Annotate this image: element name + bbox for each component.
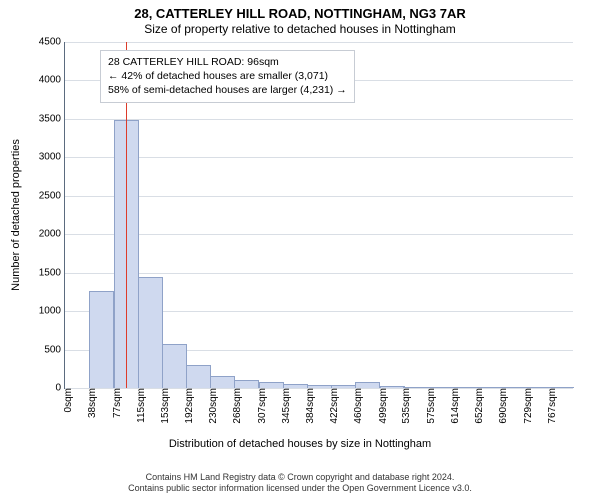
histogram-bar	[210, 376, 235, 388]
x-tick-label: 652sqm	[472, 388, 485, 424]
x-tick-label: 77sqm	[110, 388, 123, 418]
chart-footer: Contains HM Land Registry data © Crown c…	[0, 472, 600, 495]
annotation-line-size: 28 CATTERLEY HILL ROAD: 96sqm	[108, 55, 347, 69]
y-gridline	[65, 196, 573, 197]
y-tick-label: 2500	[39, 190, 65, 201]
y-tick-label: 1000	[39, 306, 65, 317]
x-tick-label: 230sqm	[206, 388, 219, 424]
x-tick-label: 690sqm	[496, 388, 509, 424]
histogram-bar	[138, 277, 163, 388]
y-gridline	[65, 119, 573, 120]
y-tick-label: 3500	[39, 113, 65, 124]
x-tick-label: 0sqm	[61, 388, 74, 412]
x-tick-label: 460sqm	[351, 388, 364, 424]
y-tick-label: 3000	[39, 152, 65, 163]
x-tick-label: 729sqm	[521, 388, 534, 424]
annotation-line-smaller: ← 42% of detached houses are smaller (3,…	[108, 69, 347, 83]
y-gridline	[65, 234, 573, 235]
x-tick-label: 422sqm	[327, 388, 340, 424]
x-tick-label: 614sqm	[448, 388, 461, 424]
x-tick-label: 384sqm	[303, 388, 316, 424]
annotation-line-larger: 58% of semi-detached houses are larger (…	[108, 83, 347, 97]
chart-title-address: 28, CATTERLEY HILL ROAD, NOTTINGHAM, NG3…	[0, 6, 600, 21]
property-annotation-box: 28 CATTERLEY HILL ROAD: 96sqm ← 42% of d…	[100, 50, 355, 103]
y-gridline	[65, 157, 573, 158]
x-tick-label: 499sqm	[376, 388, 389, 424]
chart-subtitle: Size of property relative to detached ho…	[0, 22, 600, 36]
x-tick-label: 535sqm	[399, 388, 412, 424]
footer-copyright: Contains HM Land Registry data © Crown c…	[0, 472, 600, 483]
x-axis-label: Distribution of detached houses by size …	[0, 438, 600, 450]
x-tick-label: 767sqm	[545, 388, 558, 424]
y-tick-label: 2000	[39, 229, 65, 240]
y-tick-label: 500	[44, 344, 65, 355]
property-size-chart: 28, CATTERLEY HILL ROAD, NOTTINGHAM, NG3…	[0, 0, 600, 500]
histogram-bar	[162, 344, 187, 388]
x-tick-label: 268sqm	[230, 388, 243, 424]
x-tick-label: 115sqm	[134, 388, 147, 423]
histogram-bar	[234, 380, 259, 388]
y-gridline	[65, 273, 573, 274]
y-tick-label: 4000	[39, 75, 65, 86]
y-gridline	[65, 42, 573, 43]
x-tick-label: 38sqm	[85, 388, 98, 418]
footer-licence: Contains public sector information licen…	[0, 483, 600, 494]
y-tick-label: 1500	[39, 267, 65, 278]
y-axis-label: Number of detached properties	[10, 139, 22, 291]
x-tick-label: 575sqm	[424, 388, 437, 424]
x-tick-label: 192sqm	[182, 388, 195, 424]
x-tick-label: 345sqm	[279, 388, 292, 424]
histogram-bar	[89, 291, 114, 388]
histogram-bar	[186, 365, 211, 388]
x-tick-label: 307sqm	[255, 388, 268, 424]
y-tick-label: 4500	[39, 37, 65, 48]
x-tick-label: 153sqm	[158, 388, 171, 424]
